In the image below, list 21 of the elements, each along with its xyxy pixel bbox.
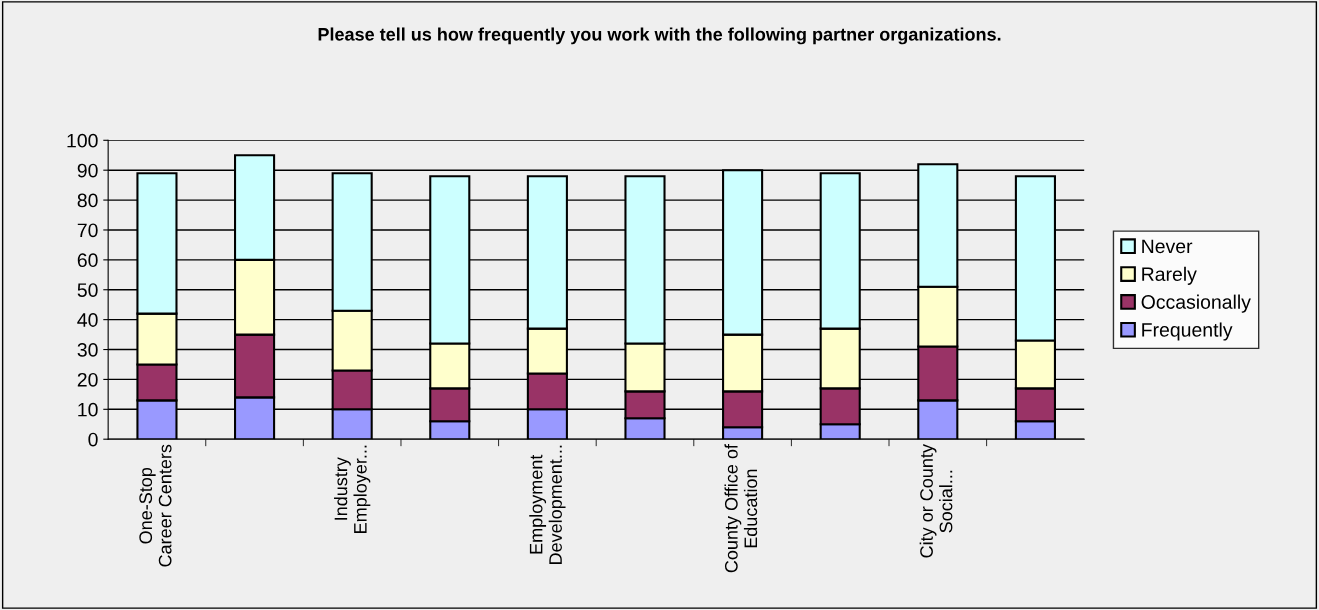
- legend-label: Occasionally: [1141, 294, 1251, 313]
- x-tick-label: Employment Development...: [529, 445, 566, 565]
- y-tick-label: 90: [77, 163, 98, 178]
- legend-label: Rarely: [1142, 266, 1197, 285]
- legend-label: Never: [1142, 239, 1193, 254]
- y-tick-label: 20: [77, 372, 98, 387]
- y-tick-label: 0: [88, 432, 98, 447]
- y-tick-label: 50: [77, 283, 98, 297]
- y-tick-label: 80: [77, 193, 98, 208]
- chart-title: Please tell us how frequently you work with the following partner organizations.: [318, 27, 1001, 45]
- x-tick-label: City or County Social...: [919, 444, 953, 558]
- x-tick-label: One-Stop Career Centers: [139, 444, 172, 567]
- y-tick-label: 10: [78, 402, 98, 417]
- y-tick-label: 30: [77, 343, 98, 357]
- y-tick-label: 40: [77, 313, 98, 327]
- y-tick-label: 60: [77, 253, 98, 268]
- legend-label: Frequently: [1142, 322, 1233, 341]
- x-tick-label: Industry Employer...: [334, 445, 371, 533]
- x-tick-label: County Office of Education: [724, 444, 758, 573]
- y-tick-label: 70: [77, 223, 98, 238]
- y-tick-label: 100: [67, 133, 98, 148]
